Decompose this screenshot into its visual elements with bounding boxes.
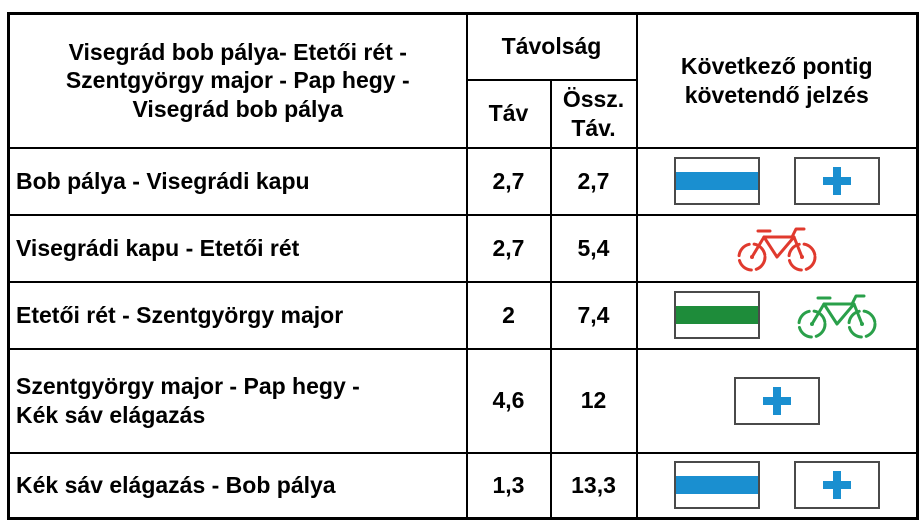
segment-distance: 1,3	[492, 471, 525, 498]
header-distance-group: Távolság	[501, 33, 602, 60]
segment-distance: 2	[502, 301, 515, 328]
header-distance-segment-cell: Táv	[465, 78, 552, 149]
segment-distance-cell: 2	[465, 280, 552, 350]
table-row: Bob pálya - Visegrádi kapu 2,7 2,7	[7, 146, 919, 216]
table-row: Visegrádi kapu - Etetői rét 2,7 5,4	[7, 213, 919, 283]
header-route-title-cell: Visegrád bob pálya- Etetői rét - Szentgy…	[7, 12, 468, 149]
total-distance: 2,7	[577, 167, 610, 194]
blue-cross-sign-icon	[793, 157, 880, 205]
route-cell: Bob pálya - Visegrádi kapu	[7, 146, 468, 216]
header-route-title: Visegrád bob pálya- Etetői rét - Szentgy…	[65, 38, 410, 123]
route-cell: Kék sáv elágazás - Bob pálya	[7, 451, 468, 520]
route-cell: Etetői rét - Szentgyörgy major	[7, 280, 468, 350]
segment-distance: 2,7	[492, 234, 525, 261]
header-next-marking-line1: Következő pontig	[680, 53, 873, 79]
total-distance-cell: 5,4	[549, 213, 638, 283]
green-bicycle-sign-icon	[797, 294, 877, 339]
total-distance: 7,4	[577, 301, 610, 328]
segment-distance: 2,7	[492, 167, 525, 194]
total-distance: 12	[580, 387, 607, 414]
total-distance: 13,3	[571, 471, 616, 498]
header-distance-total-line1: Össz.	[562, 85, 625, 112]
segment-distance-cell: 2,7	[465, 213, 552, 283]
route-name: Bob pálya - Visegrádi kapu	[16, 167, 310, 194]
header-distance-total-line2: Táv.	[571, 114, 616, 141]
route-name: Kék sáv elágazás - Bob pálya	[16, 471, 336, 498]
blue-stripe-sign-icon	[673, 461, 760, 510]
segment-distance: 4,6	[492, 387, 525, 414]
total-distance-cell: 7,4	[549, 280, 638, 350]
table-row: Szentgyörgy major - Pap hegy - Kék sáv e…	[7, 347, 919, 454]
total-distance: 5,4	[577, 234, 610, 261]
header-distance-total-cell: Össz. Táv.	[549, 78, 638, 149]
route-name-line2: Kék sáv elágazás	[16, 401, 206, 428]
green-stripe-sign-icon	[673, 291, 760, 339]
route-name-line1: Szentgyörgy major - Pap hegy -	[16, 372, 360, 399]
route-name: Etetői rét - Szentgyörgy major	[16, 301, 344, 328]
marking-cell	[635, 347, 919, 454]
marking-cell	[635, 280, 919, 350]
route-cell: Szentgyörgy major - Pap hegy - Kék sáv e…	[7, 347, 468, 454]
total-distance-cell: 12	[549, 347, 638, 454]
segment-distance-cell: 4,6	[465, 347, 552, 454]
segment-distance-cell: 2,7	[465, 146, 552, 216]
table-row: Etetői rét - Szentgyörgy major 2 7,4	[7, 280, 919, 350]
total-distance-cell: 13,3	[549, 451, 638, 520]
blue-stripe-sign-icon	[673, 157, 760, 205]
header-distance-segment: Táv	[488, 100, 529, 127]
marking-cell	[635, 451, 919, 520]
segment-distance-cell: 1,3	[465, 451, 552, 520]
header-next-marking-cell: Következő pontig követendő jelzés	[635, 12, 919, 149]
red-bicycle-sign-icon	[737, 227, 817, 272]
marking-cell	[635, 146, 919, 216]
table-row: Kék sáv elágazás - Bob pálya 1,3 13,3	[7, 451, 919, 520]
header-distance-group-cell: Távolság	[465, 12, 638, 81]
route-cell: Visegrádi kapu - Etetői rét	[7, 213, 468, 283]
blue-cross-sign-icon	[733, 376, 820, 425]
total-distance-cell: 2,7	[549, 146, 638, 216]
header-next-marking-line2: követendő jelzés	[684, 81, 869, 108]
blue-cross-sign-icon	[793, 461, 880, 510]
marking-cell	[635, 213, 919, 283]
route-name: Visegrádi kapu - Etetői rét	[16, 234, 300, 261]
route-table: Visegrád bob pálya- Etetői rét - Szentgy…	[7, 12, 919, 520]
